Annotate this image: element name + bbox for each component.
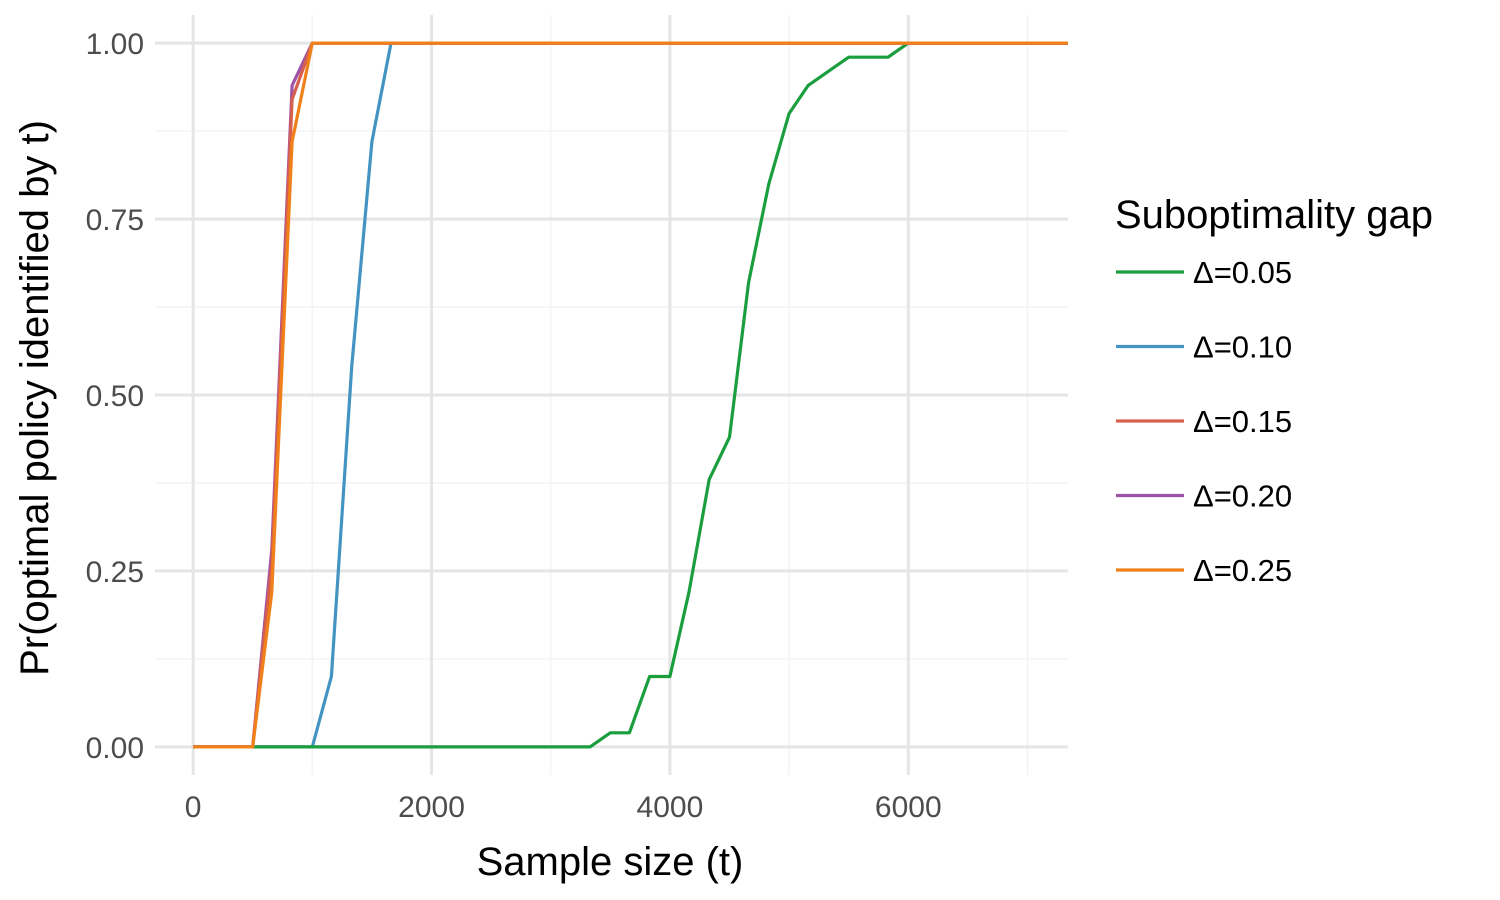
y-tick-label: 0.75 <box>86 204 144 237</box>
legend-label-0: Δ=0.05 <box>1193 255 1292 290</box>
x-tick-label: 0 <box>185 791 202 824</box>
x-axis-title: Sample size (t) <box>477 840 744 884</box>
series-line-0 <box>193 41 1068 749</box>
x-tick-label: 2000 <box>398 791 465 824</box>
legend: Suboptimality gap Δ=0.05Δ=0.10Δ=0.15Δ=0.… <box>1115 193 1433 588</box>
y-tick-label: 0.50 <box>86 380 144 413</box>
y-tick-label: 1.00 <box>86 28 144 61</box>
y-tick-label: 0.00 <box>86 732 144 765</box>
minor-gridlines <box>155 15 1068 775</box>
legend-label-3: Δ=0.20 <box>1193 479 1292 514</box>
x-tick-label: 6000 <box>875 791 942 824</box>
y-axis-tick-labels: 0.00 0.25 0.50 0.75 1.00 <box>86 28 144 765</box>
x-axis-tick-labels: 0 2000 4000 6000 <box>185 791 942 824</box>
y-tick-label: 0.25 <box>86 556 144 589</box>
legend-label-4: Δ=0.25 <box>1193 553 1292 588</box>
legend-items: Δ=0.05 Δ=0.10 Δ=0.15 Δ=0.20 Δ=0.25 <box>1116 255 1292 588</box>
legend-label-2: Δ=0.15 <box>1193 404 1292 439</box>
x-tick-label: 4000 <box>637 791 704 824</box>
legend-label-1: Δ=0.10 <box>1193 330 1292 365</box>
y-axis-title: Pr(optimal policy identified by t) <box>13 120 57 676</box>
series-lines <box>193 41 1068 749</box>
legend-title: Suboptimality gap <box>1115 193 1433 237</box>
series-line-4 <box>193 41 1068 749</box>
